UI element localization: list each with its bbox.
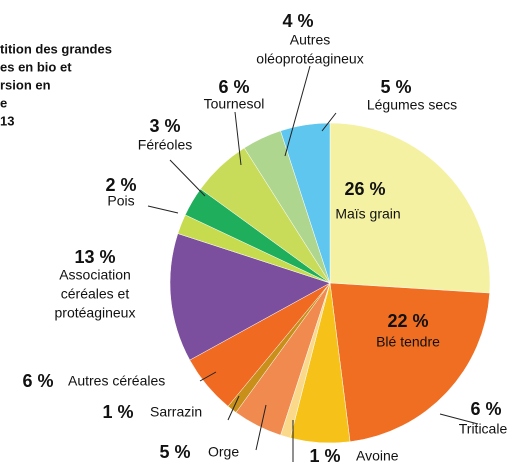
value-label: 5 % [380, 77, 411, 97]
pie-slice [169, 233, 331, 361]
chart-title: rsion en [0, 77, 51, 92]
leader-line [439, 413, 479, 425]
value-label: 2 % [105, 175, 136, 195]
leader-line [234, 111, 242, 166]
pie-slice [329, 282, 490, 443]
pie-slice [280, 122, 331, 284]
category-label: oléoprotéagineux [256, 51, 363, 67]
chart-title: 13 [0, 113, 14, 128]
leader-line [147, 205, 179, 214]
leader-line [321, 112, 337, 132]
leader-line [169, 159, 206, 197]
value-label: 4 % [282, 11, 313, 31]
leader-line [255, 404, 267, 451]
category-label: Légumes secs [367, 97, 457, 113]
category-label: Association [59, 267, 131, 283]
category-label: Pois [107, 193, 134, 209]
value-label: 26 % [344, 179, 385, 199]
category-label: Blé tendre [376, 334, 440, 350]
value-label: 1 % [309, 446, 340, 465]
category-label: protéagineux [55, 305, 136, 321]
value-label: 5 % [159, 442, 190, 462]
pie-slice [329, 122, 491, 294]
category-label: Sarrazin [150, 404, 202, 420]
value-label: 6 % [22, 371, 53, 391]
category-label: Autres [290, 32, 330, 48]
value-label: 6 % [218, 77, 249, 97]
chart-title: tition des grandes [0, 41, 112, 56]
value-label: 3 % [149, 116, 180, 136]
value-label: 13 % [74, 247, 115, 267]
category-label: Avoine [356, 448, 399, 464]
value-label: 1 % [102, 402, 133, 422]
category-label: céréales et [61, 286, 130, 302]
category-label: Féréoles [138, 137, 192, 153]
leader-line [227, 395, 240, 421]
category-label: Tournesol [204, 96, 265, 112]
category-label: Triticale [459, 421, 508, 437]
category-label: Orge [208, 444, 239, 460]
value-label: 22 % [387, 311, 428, 331]
chart-title: e [0, 95, 7, 110]
leader-line [284, 65, 311, 157]
value-label: 6 % [470, 399, 501, 419]
category-label: Maïs grain [335, 206, 400, 222]
category-label: Autres céréales [68, 373, 165, 389]
chart-title: es en bio et [0, 59, 72, 74]
leader-line [199, 371, 217, 382]
